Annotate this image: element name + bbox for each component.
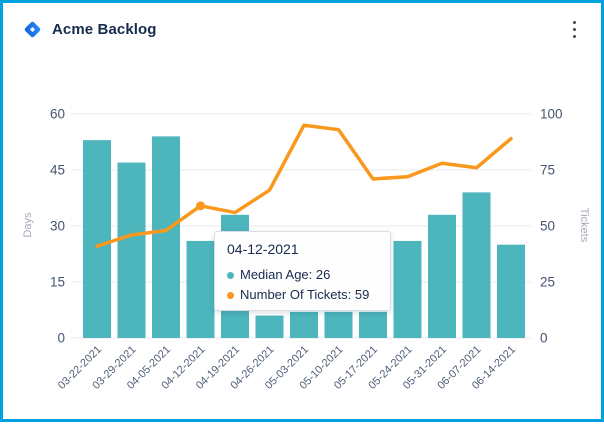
kebab-menu-icon[interactable] xyxy=(563,16,585,42)
left-axis-tick: 45 xyxy=(50,163,65,178)
chart-tooltip: 04-12-2021 Median Age: 26 Number Of Ticke… xyxy=(214,231,391,311)
tooltip-row-label: Number Of Tickets: 59 xyxy=(240,287,370,302)
tooltip-row: Number Of Tickets: 59 xyxy=(227,285,378,305)
right-axis-tick: 50 xyxy=(540,219,555,234)
left-axis-tick: 15 xyxy=(50,275,65,290)
tooltip-date: 04-12-2021 xyxy=(227,241,299,257)
bar-median-age[interactable] xyxy=(255,315,284,338)
page-title: Acme Backlog xyxy=(52,20,157,38)
tickets-line[interactable] xyxy=(95,123,513,248)
bar-median-age[interactable] xyxy=(290,311,318,338)
left-axis-tick: 30 xyxy=(50,219,65,234)
series-dot-icon xyxy=(227,291,234,299)
right-axis-tick: 0 xyxy=(540,331,548,346)
bar-median-age[interactable] xyxy=(117,162,146,338)
bar-median-age[interactable] xyxy=(497,244,525,338)
app-logo-icon xyxy=(24,21,41,37)
series-dot-icon xyxy=(227,271,234,279)
bar-median-age[interactable] xyxy=(186,240,215,338)
bar-median-age[interactable] xyxy=(393,240,422,338)
bar-median-age[interactable] xyxy=(83,140,111,338)
right-axis-title: Tickets xyxy=(578,208,590,243)
right-axis-tick: 75 xyxy=(540,163,555,178)
bar-median-age[interactable] xyxy=(462,192,491,338)
backlog-chart: 0 15 30 45 60 0 25 50 75 100 Days Tickets 03-22-2021… xyxy=(3,3,604,425)
bar-median-age[interactable] xyxy=(359,311,387,338)
right-axis-tick: 100 xyxy=(540,107,563,122)
left-axis-tick: 60 xyxy=(50,107,65,122)
tooltip-row-label: Median Age: 26 xyxy=(240,267,331,282)
app-header: Acme Backlog xyxy=(3,3,601,55)
tooltip-rows: Median Age: 26 Number Of Tickets: 59 xyxy=(227,265,378,305)
tooltip-row: Median Age: 26 xyxy=(227,265,378,285)
hovered-point-marker xyxy=(196,201,205,211)
bar-median-age[interactable] xyxy=(324,311,353,338)
bar-median-age[interactable] xyxy=(428,214,456,338)
left-axis-title: Days xyxy=(22,212,34,238)
bar-median-age[interactable] xyxy=(152,136,180,338)
left-axis-tick: 0 xyxy=(57,331,65,346)
right-axis-tick: 25 xyxy=(540,275,555,290)
